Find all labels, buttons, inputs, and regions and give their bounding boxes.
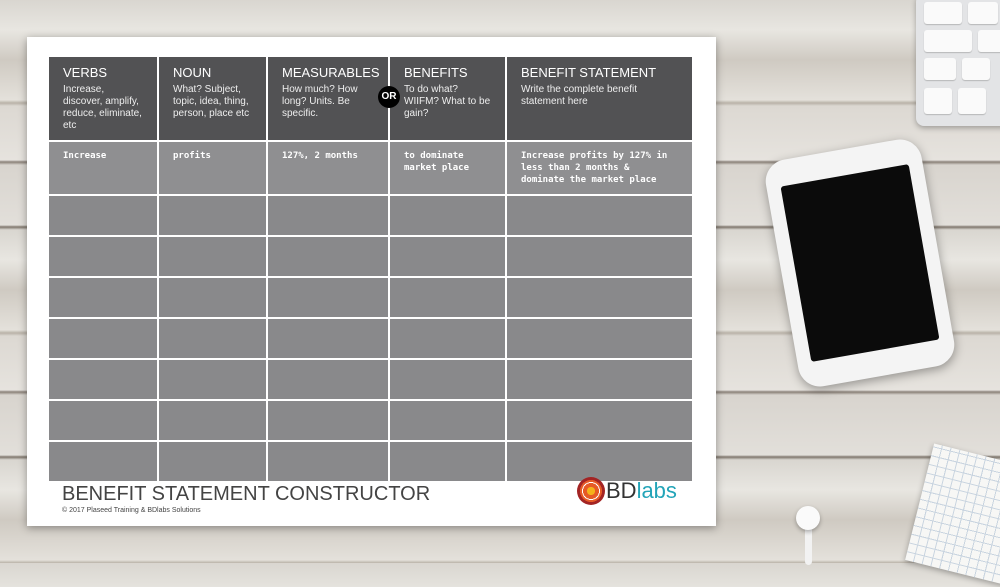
cell[interactable]: [388, 440, 507, 483]
target-icon: [577, 477, 605, 505]
example-row: Increase profits 127%, 2 months to domin…: [47, 140, 694, 196]
cell[interactable]: Increase: [47, 140, 159, 196]
cell[interactable]: [505, 276, 694, 319]
cell[interactable]: [47, 440, 159, 483]
cell[interactable]: [47, 194, 159, 237]
cell[interactable]: [47, 276, 159, 319]
cell[interactable]: [157, 276, 268, 319]
logo-bd: BD: [606, 478, 637, 503]
notebook: [905, 443, 1000, 587]
cell[interactable]: [157, 194, 268, 237]
cell[interactable]: [266, 399, 390, 442]
or-badge: OR: [378, 86, 400, 108]
empty-row: [47, 276, 694, 319]
worksheet-title: BENEFIT STATEMENT CONSTRUCTOR: [62, 483, 431, 505]
empty-row: [47, 399, 694, 442]
cell[interactable]: [505, 399, 694, 442]
cell[interactable]: [47, 358, 159, 401]
header-verbs: VERBS Increase, discover, amplify, reduce…: [47, 57, 159, 142]
bdlabs-logo: BD labs: [577, 477, 677, 505]
keyboard: [916, 0, 1000, 126]
cell[interactable]: [266, 358, 390, 401]
cell[interactable]: [505, 194, 694, 237]
cell[interactable]: [157, 440, 268, 483]
cell[interactable]: [157, 235, 268, 278]
header-benefit-statement: BENEFIT STATEMENT Write the complete bene…: [505, 57, 694, 142]
cell[interactable]: [157, 358, 268, 401]
earbud: [796, 506, 820, 530]
empty-row: [47, 194, 694, 237]
cell[interactable]: [157, 399, 268, 442]
header-measurables: MEASURABLES How much? How long? Units. Be…: [266, 57, 400, 142]
cell[interactable]: [266, 317, 390, 360]
cell[interactable]: [505, 317, 694, 360]
cell[interactable]: [47, 235, 159, 278]
worksheet: VERBS Increase, discover, amplify, reduce…: [27, 37, 716, 526]
empty-row: [47, 317, 694, 360]
cell[interactable]: [388, 358, 507, 401]
cell[interactable]: Increase profits by 127% in less than 2 …: [505, 140, 694, 196]
header-noun: NOUN What? Subject, topic, idea, thing, p…: [157, 57, 268, 142]
copyright: © 2017 Plaseed Training & BDlabs Solutio…: [62, 507, 201, 514]
cell[interactable]: [266, 440, 390, 483]
cell[interactable]: [388, 317, 507, 360]
cell[interactable]: [388, 399, 507, 442]
cell[interactable]: [157, 317, 268, 360]
empty-row: [47, 235, 694, 278]
empty-row: [47, 358, 694, 401]
cell[interactable]: [388, 194, 507, 237]
cell[interactable]: [388, 276, 507, 319]
empty-row: [47, 440, 694, 483]
cell[interactable]: profits: [157, 140, 268, 196]
cell[interactable]: [388, 235, 507, 278]
cell[interactable]: [266, 235, 390, 278]
smartphone: [762, 136, 958, 390]
cell[interactable]: [47, 399, 159, 442]
cell[interactable]: [266, 194, 390, 237]
cell[interactable]: [505, 358, 694, 401]
header-benefits: BENEFITS To do what? WIIFM? What to be ga…: [388, 57, 507, 142]
benefit-table: VERBS Increase, discover, amplify, reduce…: [47, 57, 694, 483]
logo-labs: labs: [636, 478, 677, 503]
cell[interactable]: [505, 235, 694, 278]
cell[interactable]: [505, 440, 694, 483]
cell[interactable]: 127%, 2 months: [266, 140, 390, 196]
cell[interactable]: to dominate market place: [388, 140, 507, 196]
cell[interactable]: [266, 276, 390, 319]
cell[interactable]: [47, 317, 159, 360]
earbud-stem: [805, 525, 812, 565]
